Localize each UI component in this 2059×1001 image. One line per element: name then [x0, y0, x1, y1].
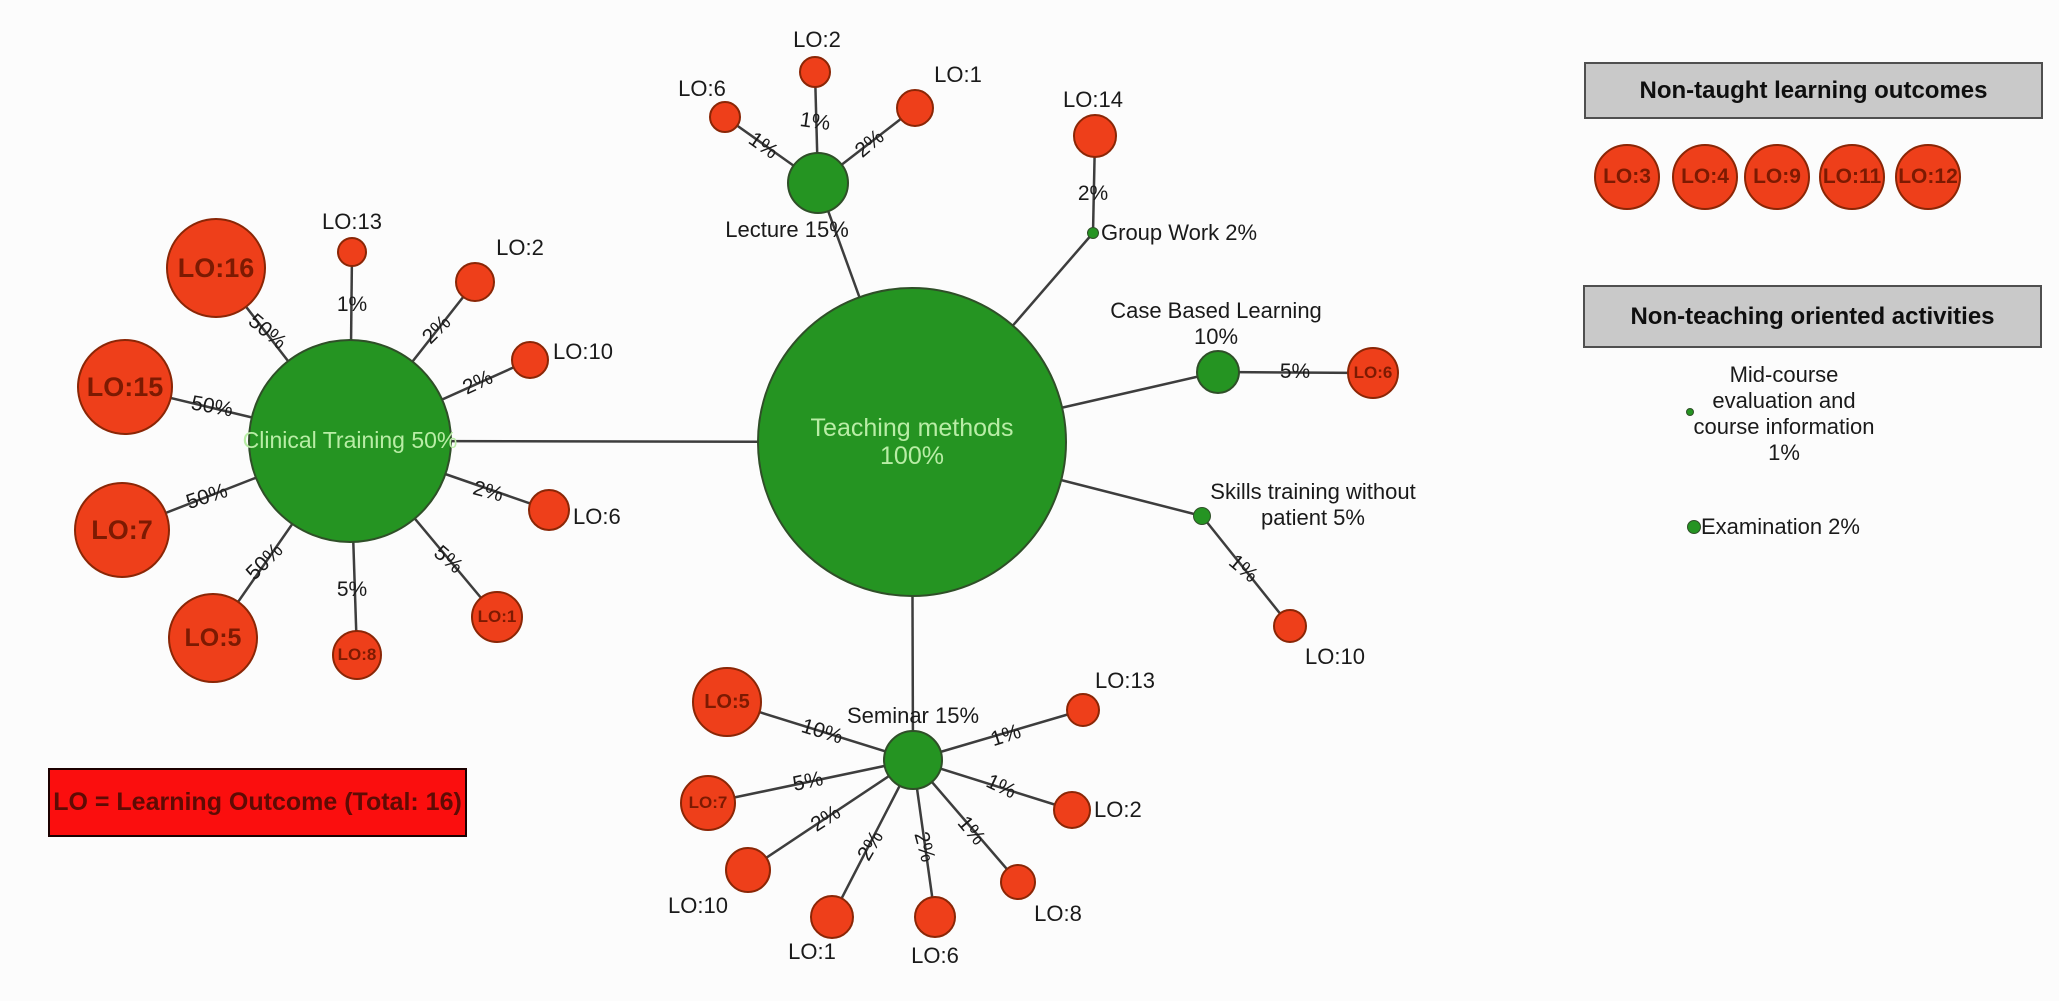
edge-label-seminar-lo2s: 1%	[982, 769, 1020, 804]
node-label-lo6l: LO:6	[678, 76, 726, 101]
node-lo2s	[1053, 791, 1091, 829]
node-lo8c: LO:8	[332, 630, 382, 680]
node-label-lo14: LO:14	[1063, 87, 1123, 112]
non-taught-panel-title: Non-taught learning outcomes	[1584, 62, 2043, 119]
edge-label-seminar-lo6s: 2%	[909, 829, 940, 865]
node-lo3nt: LO:3	[1594, 144, 1660, 210]
edge-label-lecture-lo2l: 1%	[798, 108, 832, 136]
node-lo12nt: LO:12	[1895, 144, 1961, 210]
legend-box: LO = Learning Outcome (Total: 16)	[48, 768, 467, 837]
node-groupwork	[1087, 227, 1099, 239]
non-teaching-panel-title-text: Non-teaching oriented activities	[1630, 302, 1995, 330]
node-lo13c	[337, 237, 367, 267]
node-lo7c: LO:7	[74, 482, 170, 578]
node-skills	[1193, 507, 1211, 525]
node-label-lo6c: LO:6	[573, 504, 621, 529]
node-lo11nt: LO:11	[1819, 144, 1885, 210]
non-teaching-panel-title: Non-teaching oriented activities	[1583, 285, 2042, 348]
node-lo13s	[1066, 693, 1100, 727]
node-label-lo1s: LO:1	[788, 939, 836, 964]
node-lo4nt: LO:4	[1672, 144, 1738, 210]
edge-label-clinical-lo13c: 1%	[336, 293, 368, 316]
node-lo16: LO:16	[166, 218, 266, 318]
node-lo1s	[810, 895, 854, 939]
edge-label-clinical-lo1c: 5%	[429, 541, 468, 579]
edge-label-clinical-lo10c: 2%	[459, 365, 497, 400]
node-lo2c	[455, 262, 495, 302]
node-midcourse	[1686, 408, 1694, 416]
node-teaching: Teaching methods 100%	[757, 287, 1067, 597]
node-lo1l	[896, 89, 934, 127]
node-lo6cb: LO:6	[1347, 347, 1399, 399]
node-lo9nt: LO:9	[1744, 144, 1810, 210]
edge-label-clinical-lo15: 50%	[189, 391, 235, 422]
non-taught-panel-title-text: Non-taught learning outcomes	[1639, 76, 1988, 104]
node-lo10c	[511, 341, 549, 379]
node-lo10s	[725, 847, 771, 893]
node-lo14	[1073, 114, 1117, 158]
edge-label-seminar-lo1s: 2%	[853, 826, 889, 865]
node-label-examination: Examination 2%	[1701, 514, 1860, 539]
node-label-lo8s: LO:8	[1034, 901, 1082, 926]
node-label-cbl: Case Based Learning 10%	[1110, 298, 1322, 349]
edge-seminar-lo7s	[707, 758, 914, 805]
node-lo6s	[914, 896, 956, 938]
node-label-lo10sk: LO:10	[1305, 644, 1365, 669]
node-lo7s: LO:7	[680, 775, 736, 831]
edge-label-seminar-lo8s: 1%	[952, 811, 990, 850]
edge-label-clinical-lo2c: 2%	[417, 310, 456, 349]
node-lo5s: LO:5	[692, 667, 762, 737]
edge-label-clinical-lo16: 50%	[243, 309, 291, 354]
edge-label-cbl-lo6cb: 5%	[1279, 360, 1311, 383]
edge-label-clinical-lo6c: 2%	[470, 476, 506, 507]
edge-label-seminar-lo13s: 1%	[987, 719, 1024, 752]
node-label-lo1l: LO:1	[934, 62, 982, 87]
node-clinical: Clinical Training 50%	[243, 339, 457, 543]
node-label-lo10s: LO:10	[668, 893, 728, 918]
node-cbl	[1196, 350, 1240, 394]
node-label-skills: Skills training without patient 5%	[1210, 479, 1416, 530]
edge-seminar-lo10s	[747, 758, 914, 872]
node-lo15: LO:15	[77, 339, 173, 435]
node-lo2l	[799, 56, 831, 88]
edge-label-seminar-lo10s: 2%	[806, 800, 845, 837]
node-label-groupwork: Group Work 2%	[1101, 220, 1258, 245]
node-lecture	[787, 152, 849, 214]
node-lo1c: LO:1	[471, 591, 523, 643]
edge-label-clinical-lo7c: 50%	[183, 479, 231, 514]
edge-label-clinical-lo5c: 50%	[241, 538, 288, 585]
node-lo6c	[528, 489, 570, 531]
edge-label-lecture-lo6l: 1%	[744, 127, 783, 164]
node-lo5c: LO:5	[168, 593, 258, 683]
edge-label-skills-lo10sk: 1%	[1224, 550, 1263, 588]
node-lo8s	[1000, 864, 1036, 900]
legend-text: LO = Learning Outcome (Total: 16)	[53, 788, 462, 816]
node-label-lo13s: LO:13	[1095, 668, 1155, 693]
edge-label-seminar-lo5s: 10%	[798, 714, 846, 749]
edge-label-clinical-lo8c: 5%	[336, 578, 368, 601]
edge-label-seminar-lo7s: 5%	[790, 767, 826, 796]
node-seminar	[883, 730, 943, 790]
node-label-midcourse: Mid-course evaluation and course informati…	[1693, 362, 1875, 465]
node-label-lo13c: LO:13	[322, 209, 382, 234]
node-label-lo2c: LO:2	[496, 235, 544, 260]
node-examination	[1687, 520, 1701, 534]
node-label-lecture: Lecture 15%	[725, 217, 849, 242]
node-lo10sk	[1273, 609, 1307, 643]
edge-skills-lo10sk	[1201, 515, 1291, 627]
node-label-lo2l: LO:2	[793, 27, 841, 52]
node-label-lo6s: LO:6	[911, 943, 959, 968]
node-label-lo2s: LO:2	[1094, 797, 1142, 822]
edge-label-lecture-lo1l: 2%	[850, 125, 889, 163]
node-lo6l	[709, 101, 741, 133]
node-label-seminar: Seminar 15%	[846, 703, 980, 728]
node-label-lo10c: LO:10	[553, 339, 613, 364]
edge-label-lo14-groupwork: 2%	[1077, 182, 1109, 205]
